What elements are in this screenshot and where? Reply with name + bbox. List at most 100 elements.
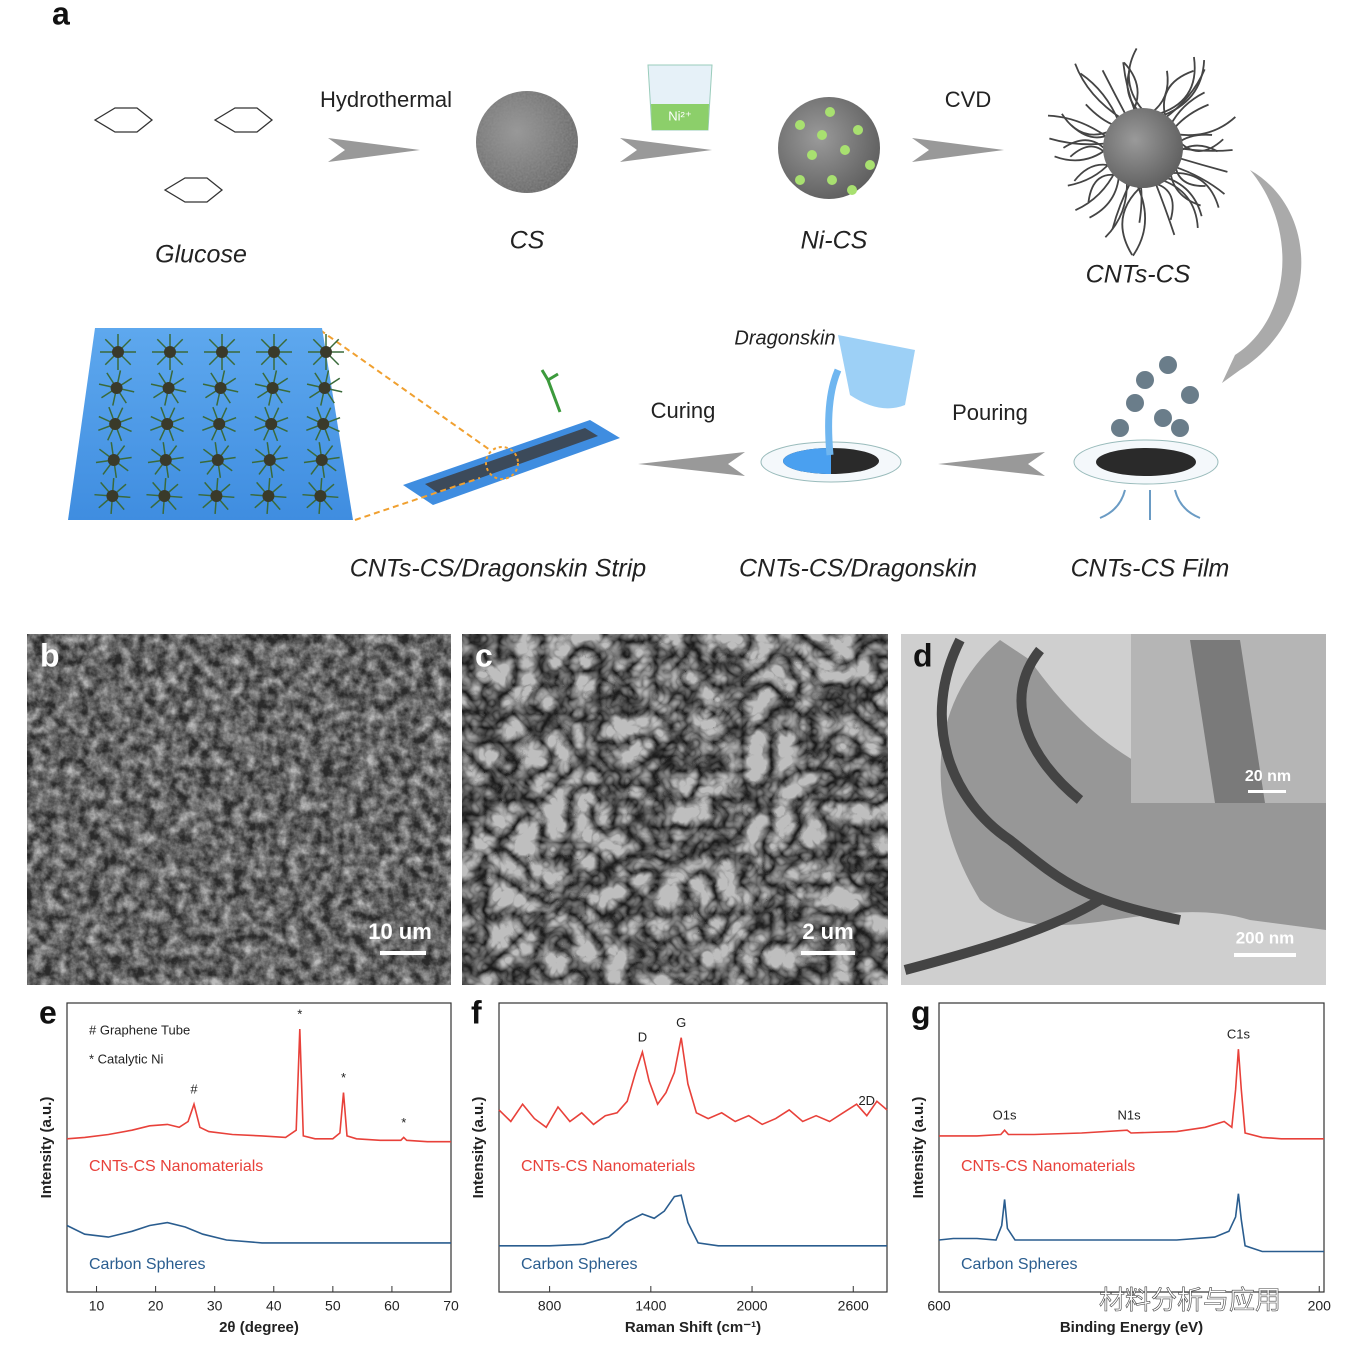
falling-spheres [1111, 356, 1199, 437]
cnt-core [263, 454, 276, 466]
nanotube [1047, 114, 1110, 140]
ni-particle [840, 145, 850, 155]
panel-label: g [911, 994, 931, 1030]
nanotube [1162, 69, 1206, 121]
panel-label: a [52, 0, 70, 31]
cnts-array [94, 334, 344, 515]
ni-particle [865, 160, 875, 170]
nanotube [1172, 165, 1226, 195]
step-label: CNTs-CS [1086, 261, 1191, 289]
x-tick-label: 200 [1308, 1298, 1332, 1314]
nanotube [1158, 60, 1206, 118]
composite-block [68, 328, 353, 520]
step-label: CNTs-CS/Dragonskin Strip [350, 555, 646, 583]
x-tick-label: 20 [148, 1298, 164, 1314]
pour-stream [825, 368, 842, 456]
y-axis-label: Intensity (a.u.) [38, 1097, 55, 1199]
arrow [620, 138, 712, 162]
step-text: CVD [945, 87, 991, 112]
plot-frame [938, 1002, 1325, 1293]
scale-bar [380, 951, 426, 955]
cnt-core [320, 346, 332, 358]
x-tick-label: 800 [538, 1298, 562, 1314]
peak-label: * [297, 1006, 302, 1021]
nanotube [1174, 116, 1236, 136]
x-tick-label: 40 [266, 1298, 282, 1314]
series-label: CNTs-CS Nanomaterials [521, 1158, 695, 1175]
micrograph-d: d 20 nm 200 nm [901, 634, 1326, 985]
panel-a: a Glucose Hydrothermal CS Ni²⁺ Ni-CS CVD… [52, 0, 1302, 583]
nanotube [1075, 169, 1117, 212]
scale-bar-text: 20 nm [1245, 768, 1291, 785]
plot-frame [66, 1002, 452, 1293]
peak-label: 2D [858, 1093, 875, 1108]
x-tick-label: 2600 [838, 1298, 869, 1314]
nanotube [1132, 181, 1146, 257]
scale-bar [801, 951, 855, 955]
step-label: Ni-CS [801, 227, 868, 255]
x-axis-label: Binding Energy (eV) [1060, 1319, 1203, 1336]
glucose-structures [93, 107, 274, 203]
cnt-core [314, 490, 327, 502]
highlight-circle [485, 446, 519, 480]
nanotube [1073, 163, 1114, 182]
peak-label: O1s [993, 1108, 1017, 1123]
cnt-core [214, 382, 227, 394]
nanotube [1049, 137, 1109, 146]
cnt-core [161, 418, 174, 430]
peak-label: * [341, 1070, 346, 1085]
beaker-text: Ni²⁺ [668, 108, 691, 123]
cnt-core [262, 490, 275, 502]
cnt-core [159, 454, 172, 466]
panel-label: b [40, 637, 60, 673]
nanotube [1061, 113, 1114, 136]
zoom-lines [319, 329, 491, 521]
series-label: CNTs-CS Nanomaterials [961, 1158, 1135, 1175]
peak-label: * [401, 1115, 406, 1130]
electrode [540, 369, 562, 413]
tem-tubes [903, 637, 1181, 975]
sphere-texture [476, 91, 578, 193]
peak-label: C1s [1227, 1027, 1251, 1042]
step-text: Curing [651, 398, 716, 423]
film [1096, 448, 1196, 476]
nanotube [1158, 178, 1199, 228]
cnt-core [318, 382, 331, 394]
scale-bar-text: 10 um [368, 919, 432, 944]
spectrum-line [498, 1037, 888, 1129]
panel-label: f [471, 994, 482, 1030]
cup [838, 335, 915, 409]
x-tick-label: 60 [384, 1298, 400, 1314]
micrograph-c: c 2 um [462, 634, 888, 985]
step-text: Hydrothermal [320, 87, 452, 112]
y-axis-label: Intensity (a.u.) [470, 1097, 487, 1199]
arrow [638, 452, 745, 476]
nanotube [1079, 72, 1120, 123]
nanotube [1154, 56, 1196, 116]
vacuum-arrows [1099, 489, 1201, 520]
cnt-core [112, 346, 124, 358]
y-axis-label: Intensity (a.u.) [910, 1097, 927, 1199]
cnt-core [265, 418, 278, 430]
watermark: 材料分析与应用 [1099, 1285, 1281, 1315]
nanotube [1149, 181, 1174, 221]
x-tick-label: 2000 [736, 1298, 767, 1314]
cnts-sphere [1103, 108, 1183, 188]
curved-arrow [1222, 170, 1302, 383]
step-label: CNTs-CS/Dragonskin [739, 555, 977, 583]
ni-particle [795, 120, 805, 130]
cnt-core [107, 454, 120, 466]
series-label: Carbon Spheres [89, 1256, 206, 1273]
scale-bar [1234, 953, 1296, 957]
arrow [938, 452, 1045, 476]
x-tick-label: 1400 [635, 1298, 666, 1314]
x-axis-label: Raman Shift (cm⁻¹) [625, 1319, 761, 1336]
cnt-core [317, 418, 330, 430]
nanotube [1177, 133, 1213, 144]
cnt-core [210, 490, 223, 502]
cnt-core [158, 490, 171, 502]
scale-bar-text: 2 um [802, 919, 853, 944]
spectrum-line [499, 1194, 887, 1247]
